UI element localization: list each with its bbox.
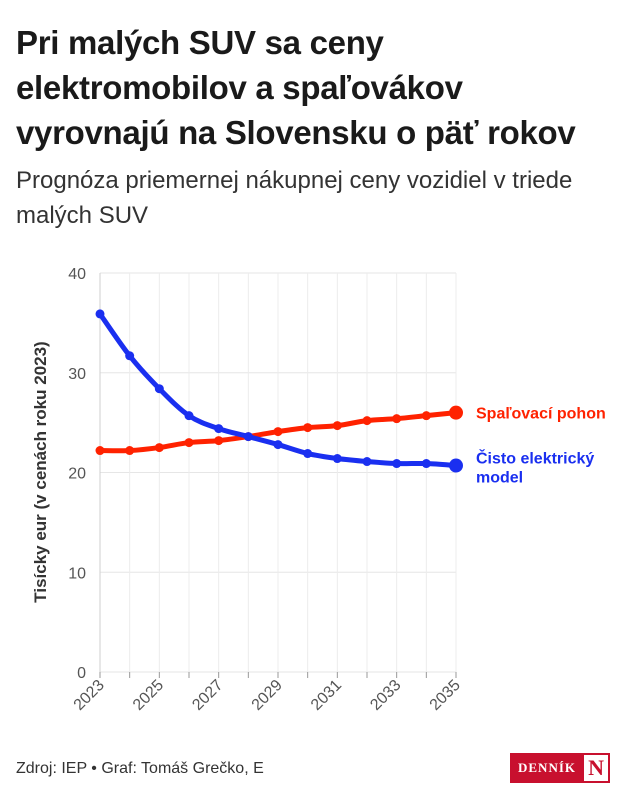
series-1-point [184,411,194,421]
series-0-point [421,411,431,421]
series-0-point [303,423,313,433]
y-tick-label: 30 [68,366,86,383]
series-1-point [95,309,105,319]
series-0-point [125,446,135,456]
series-1-point [421,459,431,469]
y-axis-label: Tisícky eur (v cenách roku 2023) [31,341,50,602]
series-1-point [332,454,342,464]
series-0-point [362,416,372,426]
series-1-label-line: Čisto elektrický [476,449,594,468]
chart-subtitle: Prognóza priemernej nákupnej ceny vozidi… [16,167,573,229]
series-1-point [154,384,164,394]
logo-n-icon: N [582,753,611,783]
series-0-label: Spaľovací pohon [476,406,606,423]
series-0-point [184,438,194,448]
series-1-label-line: model [476,470,523,487]
series-0-point [214,436,224,446]
dennik-n-logo[interactable]: DENNÍK N [510,753,620,783]
series-0-point [392,414,402,424]
series-0-point [95,446,105,456]
chart-title: Pri malých SUV sa ceny elektromobilov a … [16,24,576,151]
series-1-point [362,457,372,467]
x-tick-label: 2023 [71,677,108,714]
series-0-point [332,421,342,431]
x-tick-label: 2027 [189,677,226,714]
y-axis-ticks: 0 10 20 30 40 [68,266,86,682]
y-tick-label: 40 [68,266,86,283]
series-1-point [303,449,313,459]
y-tick-label: 0 [77,665,86,682]
series-1-point [392,459,402,469]
series-0-point [273,427,283,437]
source-note: Zdroj: IEP • Graf: Tomáš Grečko, E [16,760,264,777]
x-tick-label: 2029 [249,677,286,714]
series-1-point [214,424,224,434]
x-axis-ticks: 2023 2025 2027 2029 2031 2033 2035 [71,672,464,714]
series-0-point [449,405,463,420]
line-chart: 0 10 20 30 40 2023 2025 2027 2029 2031 2033 2035 T… [31,266,606,714]
x-tick-label: 2035 [427,677,464,714]
series-1-point [125,351,135,361]
series-1-point [273,440,283,450]
series-1-point [243,432,253,442]
series-1-label: Čisto elektrický model [476,449,594,487]
grid-lines [99,272,457,673]
series-0-point [154,443,164,453]
series-group: Spaľovací pohon Čisto elektrický model [95,309,606,487]
y-tick-label: 20 [68,466,86,483]
logo-text: DENNÍK [510,753,583,783]
series-1-point [449,458,463,473]
x-tick-label: 2025 [130,677,167,714]
y-tick-label: 10 [68,565,86,582]
x-tick-label: 2033 [367,677,404,714]
x-tick-label: 2031 [308,677,345,714]
